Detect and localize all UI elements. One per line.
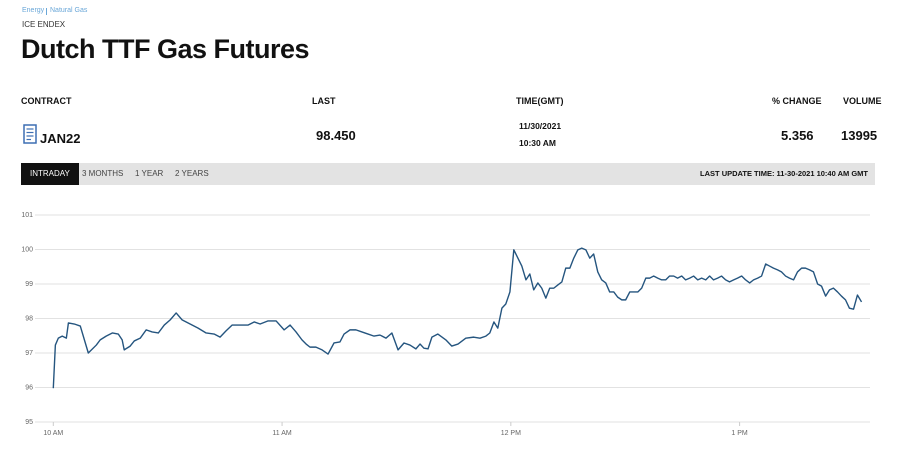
- tab[interactable]: 2 YEARS: [175, 169, 209, 178]
- y-tick-label: 99: [25, 281, 33, 288]
- column-header: % CHANGE: [772, 96, 822, 106]
- x-tick-label: 10 AM: [43, 430, 63, 437]
- trade-date: 11/30/2021: [519, 121, 562, 131]
- price-line: [52, 247, 863, 389]
- y-tick-label: 95: [25, 419, 33, 426]
- contract-icon: [23, 124, 37, 144]
- contract: JAN22: [40, 131, 81, 146]
- column-header: LAST: [312, 96, 336, 106]
- y-tick-label: 96: [25, 384, 33, 391]
- y-tick-label: 100: [21, 246, 33, 253]
- percent-change: 5.356: [781, 128, 814, 143]
- column-header: VOLUME: [843, 96, 882, 106]
- y-tick-label: 101: [21, 212, 33, 219]
- breadcrumb-link[interactable]: Energy: [22, 7, 45, 14]
- breadcrumb-separator: [46, 8, 47, 15]
- x-tick-label: 1 PM: [731, 430, 748, 437]
- page-title: Dutch TTF Gas Futures: [21, 34, 310, 64]
- trade-time: 10:30 AM: [519, 138, 557, 148]
- column-header: TIME(GMT): [516, 96, 564, 106]
- column-header: CONTRACT: [21, 96, 72, 106]
- tab-bar: INTRADAY 3 MONTHS 1 YEAR 2 YEARS LAST UP…: [21, 163, 875, 185]
- tab[interactable]: INTRADAY: [21, 163, 79, 185]
- tab[interactable]: 3 MONTHS: [82, 169, 124, 178]
- last-price: 98.450: [316, 128, 356, 143]
- last-update: LAST UPDATE TIME: 11-30-2021 10:40 AM GM…: [700, 169, 868, 178]
- y-tick-label: 97: [25, 350, 33, 357]
- tab[interactable]: 1 YEAR: [135, 169, 164, 178]
- breadcrumb-link[interactable]: Natural Gas: [50, 7, 88, 14]
- y-tick-label: 98: [25, 315, 33, 322]
- x-tick-label: 12 PM: [501, 430, 521, 437]
- exchange: ICE ENDEX: [22, 20, 66, 29]
- x-tick-label: 11 AM: [272, 430, 291, 437]
- volume: 13995: [841, 128, 878, 143]
